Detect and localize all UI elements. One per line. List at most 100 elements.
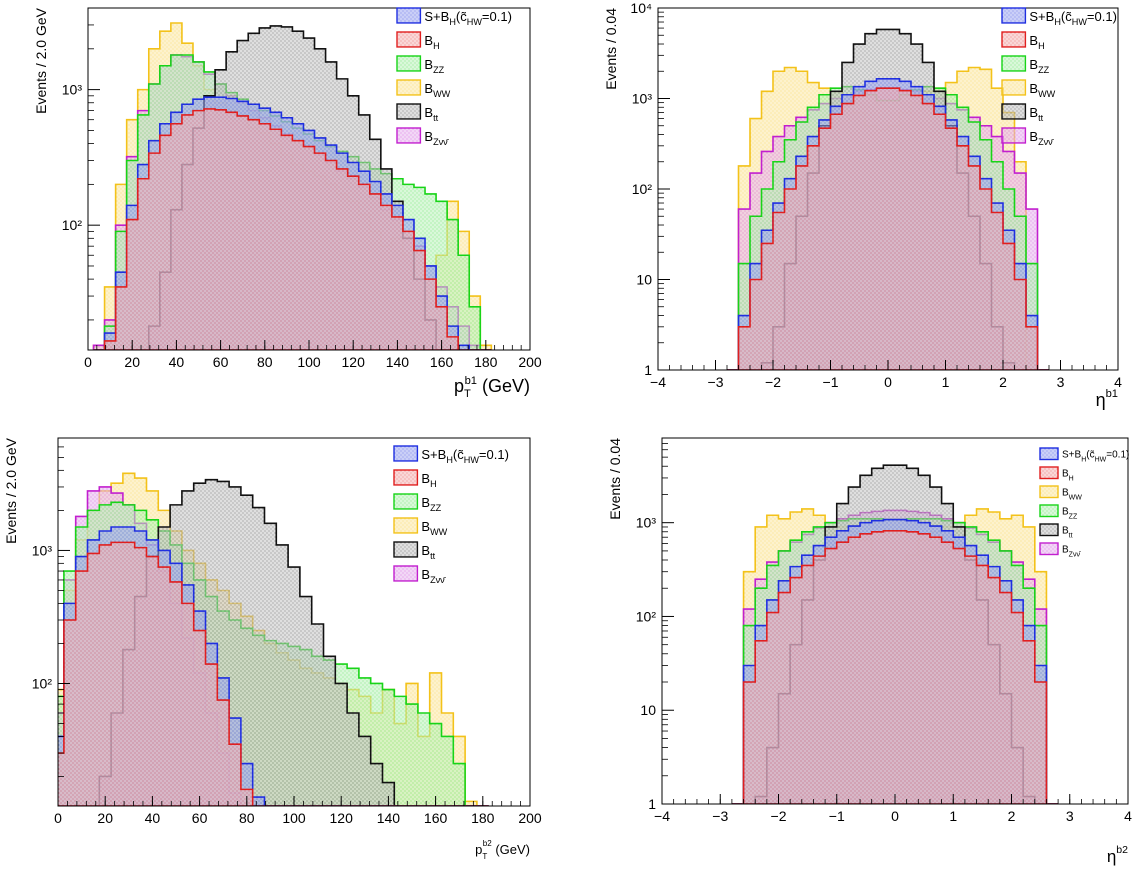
x-axis-label-sub: T bbox=[464, 388, 471, 400]
legend-swatch-tt bbox=[393, 541, 419, 558]
legend-label-sub: H bbox=[1081, 457, 1086, 464]
y-axis-label: Events / 0.04 bbox=[603, 8, 619, 90]
legend-label-sub: WW bbox=[433, 89, 451, 99]
legend-label-base: B bbox=[421, 543, 430, 558]
y-axis-label: Events / 2.0 GeV bbox=[3, 437, 19, 543]
legend-swatch-zz bbox=[396, 55, 422, 72]
legend-swatch-zz bbox=[1001, 55, 1027, 72]
legend-label-zvv: BZνν̄ bbox=[1062, 545, 1081, 559]
y-tick-label: 10³ bbox=[636, 515, 657, 531]
legend-label-sub: tt bbox=[1069, 533, 1073, 540]
y-tick-label: 1 bbox=[644, 362, 652, 378]
x-tick-label: 2 bbox=[999, 374, 1007, 390]
legend-label-zvv: BZνν̄ bbox=[1029, 129, 1054, 147]
x-tick-label: 180 bbox=[474, 354, 498, 370]
x-axis-label-base: η bbox=[1107, 847, 1116, 866]
legend-swatch-zz bbox=[393, 493, 419, 510]
legend-label-base: B bbox=[424, 81, 433, 96]
legend-label-tt: Btt bbox=[424, 105, 438, 123]
x-tick-label: 160 bbox=[424, 810, 448, 826]
legend-label-base: B bbox=[1062, 488, 1069, 499]
x-tick-label: 180 bbox=[471, 810, 495, 826]
legend-swatch-zz bbox=[1039, 504, 1059, 518]
x-tick-label: −1 bbox=[829, 808, 845, 824]
legend-swatch-zvv bbox=[1001, 127, 1027, 144]
legend-label-base: S+B bbox=[1062, 450, 1082, 461]
legend-label-sbh: S+BH(c̃HW=0.1) bbox=[1029, 9, 1117, 27]
x-axis-label-unit: (GeV) bbox=[492, 842, 530, 857]
legend-label-sub: H bbox=[1054, 17, 1061, 27]
legend-label-base: B bbox=[1029, 129, 1038, 144]
legend-label-sub: H bbox=[449, 17, 456, 27]
legend-label-zz: BZZ bbox=[421, 495, 441, 513]
legend-label-tail-sub: HW bbox=[1095, 457, 1107, 464]
y-axis-label: Events / 0.04 bbox=[607, 438, 623, 520]
legend-swatch-bh bbox=[1039, 466, 1059, 480]
legend-label-sub: Zνν̄ bbox=[1069, 552, 1081, 559]
x-tick-label: 0 bbox=[884, 374, 892, 390]
legend-label-sub: H bbox=[446, 455, 453, 465]
legend-swatch-sbh bbox=[1001, 7, 1027, 24]
legend-label-base: B bbox=[1029, 81, 1038, 96]
x-tick-label: 20 bbox=[124, 354, 140, 370]
x-tick-label: 40 bbox=[145, 810, 161, 826]
legend-label-tail: (c̃ bbox=[1061, 9, 1072, 24]
legend-label-sub: ZZ bbox=[430, 503, 442, 513]
legend-label-tail-end: =0.1) bbox=[479, 447, 509, 462]
legend-label-tail: (c̃ bbox=[456, 9, 467, 24]
chart-panel-pt-b2: 0 20 40 60 80 100 120 140 160 180 200 10² 10³ Events … bbox=[0, 430, 560, 869]
x-tick-label: 100 bbox=[282, 810, 306, 826]
x-tick-label: −3 bbox=[712, 808, 728, 824]
legend-label-sub: tt bbox=[433, 113, 439, 123]
x-axis-label-sup: b2 bbox=[483, 839, 492, 848]
legend-swatch-ww bbox=[393, 517, 419, 534]
legend-swatch-tt bbox=[396, 103, 422, 120]
legend-label-tail: (c̃ bbox=[1086, 450, 1094, 461]
x-axis-label-sup: b1 bbox=[465, 375, 477, 387]
x-axis-label-base: p bbox=[454, 376, 464, 396]
x-tick-label: −1 bbox=[823, 374, 839, 390]
x-tick-label: 40 bbox=[169, 354, 185, 370]
x-tick-label: 60 bbox=[192, 810, 208, 826]
legend-label-zvv: BZνν̄ bbox=[424, 129, 449, 147]
legend-label-base: B bbox=[1062, 507, 1069, 518]
legend-label-base: B bbox=[1029, 57, 1038, 72]
legend-label-base: B bbox=[421, 471, 430, 486]
legend-label-bh: BH bbox=[421, 471, 436, 489]
series-group bbox=[58, 472, 489, 806]
legend-label-base: B bbox=[1029, 33, 1038, 48]
legend-label-tail-sub: HW bbox=[1072, 17, 1088, 27]
x-tick-label: 0 bbox=[84, 354, 92, 370]
legend-label-ww: BWW bbox=[421, 519, 447, 537]
legend-label-sub: Zνν̄ bbox=[1038, 137, 1055, 147]
x-tick-label: −2 bbox=[771, 808, 787, 824]
x-tick-label: 0 bbox=[891, 808, 899, 824]
legend-label-base: B bbox=[1062, 526, 1069, 537]
legend-label-tail-sub: HW bbox=[467, 17, 483, 27]
legend-label-ww: BWW bbox=[1029, 81, 1055, 99]
chart-panel-pt-b1: 0 20 40 60 80 100 120 140 160 180 200 10² 10³ Events … bbox=[0, 0, 560, 410]
legend-label-base: S+B bbox=[421, 447, 446, 462]
legend-label-sbh: S+BH(c̃HW=0.1) bbox=[424, 9, 512, 27]
y-tick-label: 10² bbox=[636, 608, 657, 624]
chart-eta-b2: −4 −3 −2 −1 0 1 2 3 4 1 10 10² 10³ Events / 0.04 ηb2 S+… bbox=[607, 437, 1132, 866]
y-axis-label: Events / 2.0 GeV bbox=[33, 7, 49, 113]
legend-label-tt: Btt bbox=[1029, 105, 1043, 123]
series-group bbox=[92, 22, 493, 350]
y-tick-label: 10³ bbox=[632, 91, 653, 107]
chart-panel-eta-b1: −4 −3 −2 −1 0 1 2 3 4 1 10 10² 10³ 10⁴ Events / 0.04 ηb… bbox=[570, 0, 1139, 410]
legend-swatch-bh bbox=[1001, 31, 1027, 48]
x-tick-label: 120 bbox=[330, 810, 354, 826]
legend-swatch-zvv bbox=[1039, 542, 1059, 556]
legend-label-zz: BZZ bbox=[424, 57, 444, 75]
legend-label-sub: WW bbox=[1038, 89, 1056, 99]
legend-label-tail: (c̃ bbox=[453, 447, 464, 462]
x-tick-label: −2 bbox=[765, 374, 781, 390]
y-tick-label: 10³ bbox=[62, 82, 83, 98]
legend-swatch-bh bbox=[396, 31, 422, 48]
chart-pt-b1: 0 20 40 60 80 100 120 140 160 180 200 10² 10³ Events … bbox=[33, 7, 542, 400]
y-tick-label: 10² bbox=[62, 217, 83, 233]
legend-label-sub: H bbox=[1038, 41, 1045, 51]
y-tick-label: 10² bbox=[632, 181, 653, 197]
